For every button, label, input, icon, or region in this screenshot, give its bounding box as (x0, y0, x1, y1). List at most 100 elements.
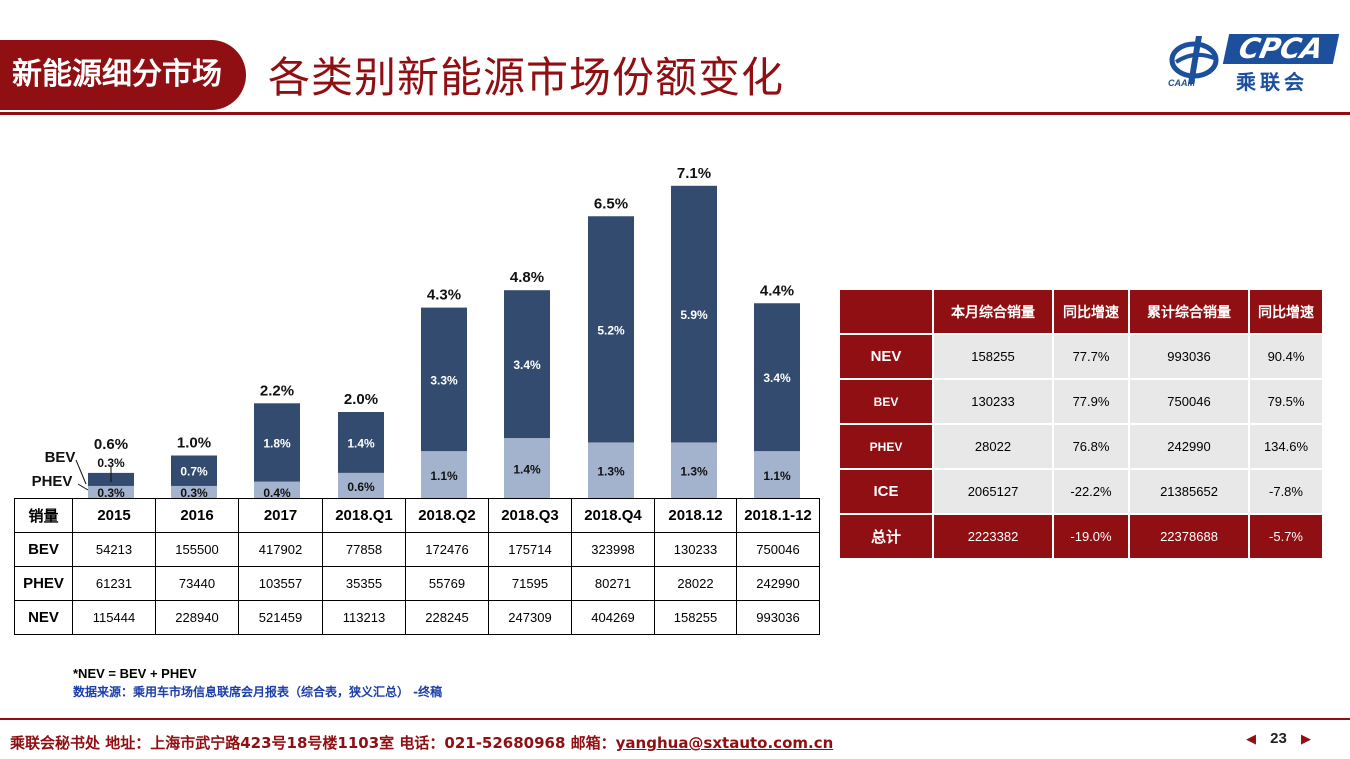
column-header: 本月综合销量 (934, 290, 1052, 333)
bar-phev (504, 438, 550, 499)
table-cell: 134.6% (1250, 425, 1322, 468)
table-cell: 73440 (155, 566, 239, 601)
legend-phev-label: PHEV (32, 473, 73, 490)
column-header: 2018.Q3 (488, 498, 572, 533)
total-share-label: 7.1% (677, 165, 711, 182)
total-share-label: 2.2% (260, 382, 294, 399)
column-header: 同比增速 (1250, 290, 1322, 333)
table-cell: 79.5% (1250, 380, 1322, 423)
table-cell: 130233 (934, 380, 1052, 423)
bev-data-label: 0.7% (180, 465, 208, 479)
summary-row-phev: PHEV 28022 76.8% 242990 134.6% (840, 425, 1322, 468)
bev-data-label: 3.4% (763, 371, 791, 385)
bar-bev (588, 216, 634, 443)
table-cell: -5.7% (1250, 515, 1322, 558)
table-cell: 35355 (322, 566, 406, 601)
table-cell: 77.9% (1054, 380, 1128, 423)
row-label: BEV (14, 532, 73, 567)
table-header-label: 销量 (14, 498, 73, 533)
row-label: ICE (840, 470, 932, 513)
market-share-chart: 0.3% 0.3% 0.6% 0.3% 0.7% 1.0% 0.4% 1.8% 2.2% 0.6%… (32, 165, 800, 500)
table-cell: 80271 (571, 566, 655, 601)
bar-phev (421, 451, 467, 499)
page-navigator: ◀ 23 ▶ (1246, 730, 1311, 747)
table-cell: 993036 (1130, 335, 1248, 378)
table-cell: 61231 (72, 566, 156, 601)
row-label: 总计 (840, 515, 932, 558)
summary-corner (840, 290, 932, 333)
bev-data-label: 3.4% (513, 358, 541, 372)
phev-data-label: 1.4% (513, 463, 541, 477)
sales-volume-table: 销量 2015 2016 2017 2018.Q1 2018.Q2 2018.Q… (14, 498, 820, 635)
bar-bev (504, 290, 550, 439)
total-share-label: 1.0% (177, 435, 211, 452)
cpca-logo: CPCA 乘联会 CAAM (1160, 30, 1340, 94)
row-label: PHEV (14, 566, 73, 601)
summary-row-nev: NEV 158255 77.7% 993036 90.4% (840, 335, 1322, 378)
footer-divider (0, 718, 1350, 720)
table-header-row: 销量 2015 2016 2017 2018.Q1 2018.Q2 2018.Q… (14, 498, 820, 533)
table-cell: 172476 (405, 532, 489, 567)
column-header: 2018.Q2 (405, 498, 489, 533)
total-share-label: 4.8% (510, 269, 544, 286)
table-cell: -7.8% (1250, 470, 1322, 513)
table-cell: 113213 (322, 600, 406, 635)
bar-bev (754, 303, 800, 452)
caam-wordmark: CAAM (1168, 78, 1195, 88)
footer-email-link[interactable]: yanghua@sxtauto.com.cn (615, 734, 834, 752)
bar-phev (88, 485, 134, 499)
table-cell: 21385652 (1130, 470, 1248, 513)
table-cell: 76.8% (1054, 425, 1128, 468)
bev-data-label: 0.3% (97, 456, 125, 470)
total-share-label: 4.4% (760, 282, 794, 299)
table-cell: 55769 (405, 566, 489, 601)
monthly-summary-table: 本月综合销量 同比增速 累计综合销量 同比增速 NEV 158255 77.7%… (838, 288, 1324, 560)
table-cell: 71595 (488, 566, 572, 601)
section-tag: 新能源细分市场 (0, 40, 246, 110)
row-label: NEV (840, 335, 932, 378)
prev-page-icon[interactable]: ◀ (1246, 731, 1256, 746)
bev-data-label: 5.2% (597, 323, 625, 337)
phev-data-label: 0.4% (263, 486, 291, 500)
table-cell: 242990 (736, 566, 820, 601)
table-cell: 247309 (488, 600, 572, 635)
table-cell: 521459 (238, 600, 323, 635)
next-page-icon[interactable]: ▶ (1301, 731, 1312, 746)
table-cell: 158255 (654, 600, 737, 635)
phev-data-label: 0.3% (180, 486, 208, 500)
header-divider (0, 112, 1350, 115)
table-cell: 323998 (571, 532, 655, 567)
bar-bev (338, 412, 384, 473)
bar-phev (671, 442, 717, 499)
table-cell: 404269 (571, 600, 655, 635)
bar-bev (671, 185, 717, 443)
legend-bev-leader (75, 459, 87, 485)
caam-emblem-icon (1169, 36, 1219, 84)
table-cell: 115444 (72, 600, 156, 635)
phev-data-label: 0.3% (97, 486, 125, 500)
phev-data-label: 1.1% (763, 469, 791, 483)
total-share-label: 0.6% (94, 436, 128, 453)
column-header: 2016 (155, 498, 239, 533)
table-cell: 90.4% (1250, 335, 1322, 378)
legend-phev-leader (77, 483, 89, 491)
cpca-cn-wordmark: 乘联会 (1236, 70, 1308, 94)
table-cell: 750046 (1130, 380, 1248, 423)
table-cell: 54213 (72, 532, 156, 567)
table-cell: 228245 (405, 600, 489, 635)
source-note: 数据来源：乘用车市场信息联席会月报表（综合表，狭义汇总） -终稿 (73, 685, 443, 699)
bev-data-label: 1.4% (347, 436, 375, 450)
row-label: PHEV (840, 425, 932, 468)
column-header: 同比增速 (1054, 290, 1128, 333)
formula-note: *NEV = BEV + PHEV (73, 666, 197, 681)
bar-phev (171, 485, 217, 499)
bar-phev (754, 451, 800, 499)
table-row-phev: PHEV 61231 73440 103557 35355 55769 7159… (14, 566, 820, 601)
table-cell: 103557 (238, 566, 323, 601)
cpca-wordmark: CPCA (1222, 32, 1340, 65)
table-cell: -19.0% (1054, 515, 1128, 558)
table-cell: 175714 (488, 532, 572, 567)
bar-bev (171, 455, 217, 486)
table-row-nev: NEV 115444 228940 521459 113213 228245 2… (14, 600, 820, 635)
table-cell: 750046 (736, 532, 820, 567)
